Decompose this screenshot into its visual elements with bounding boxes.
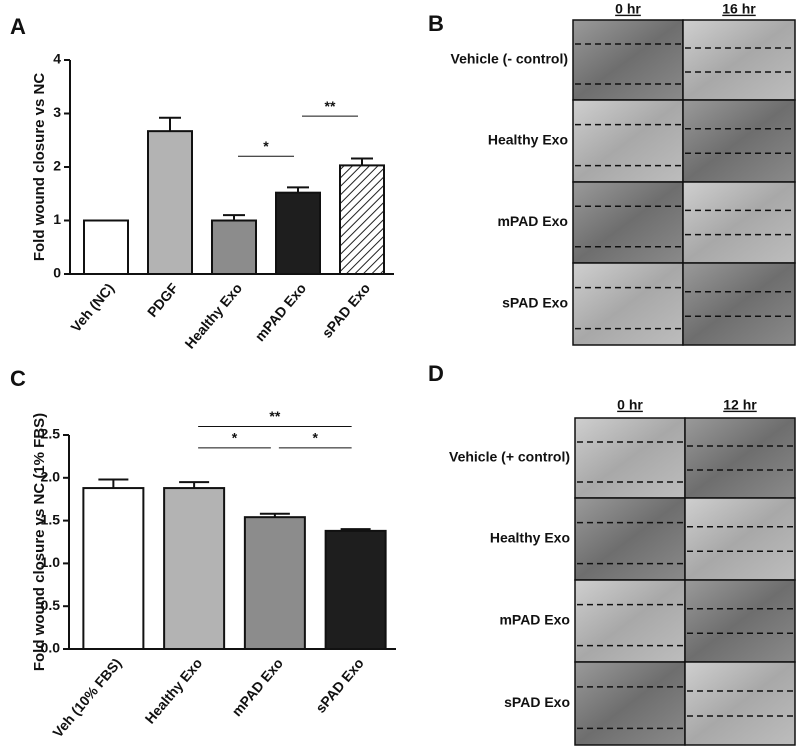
row-label: Healthy Exo [488,132,568,148]
micrograph [572,181,684,264]
bar [324,529,387,651]
micrograph [572,99,684,183]
x-tick-label: Veh (10% FBS) [49,655,124,740]
micrograph [684,417,796,499]
micrograph [572,19,684,101]
x-tick-label: sPAD Exo [319,280,374,341]
y-axis-label: Fold wound closure vs NC [31,73,48,262]
column-header: 12 hr [723,397,757,413]
row-label: sPAD Exo [504,694,570,710]
x-tick-label: Healthy Exo [181,280,245,352]
panel-label: A [10,14,26,39]
y-tick-label: 0 [53,265,61,281]
micrograph [682,181,796,264]
bar [211,219,257,275]
row-label: Healthy Exo [490,530,570,546]
y-tick-label: 2.5 [41,426,61,442]
y-tick-label: 0.5 [41,597,61,613]
x-tick-label: Veh (NC) [67,280,117,335]
significance-label: * [313,430,319,446]
micrograph [684,497,796,581]
x-tick-label: Healthy Exo [141,655,205,727]
column-header: 0 hr [615,1,641,17]
y-tick-label: 1.0 [41,554,61,570]
bar [275,191,321,275]
micrograph [574,661,686,746]
x-tick-label: PDGF [144,280,182,320]
micrograph [684,661,796,746]
column-header: 16 hr [722,1,756,17]
row-label: mPAD Exo [499,612,570,628]
y-axis-label: Fold wound closure vs NC (1% FBS) [31,413,48,671]
significance-label: ** [269,408,280,424]
x-tick-label: mPAD Exo [252,280,310,344]
panel-label: B [428,11,444,36]
x-tick-label: mPAD Exo [228,655,286,719]
panel-label: C [10,366,26,391]
significance-label: * [232,430,238,446]
y-tick-label: 1.5 [41,511,61,527]
micrograph [684,579,796,663]
y-tick-label: 0.0 [41,640,61,656]
significance-label: ** [325,98,336,114]
y-tick-label: 1 [53,211,61,227]
row-label: Vehicle (- control) [451,51,568,67]
row-label: sPAD Exo [502,295,568,311]
bar [339,164,385,276]
y-tick-label: 3 [53,104,61,120]
y-tick-label: 2.0 [41,469,61,485]
bar [163,487,226,650]
bar [82,487,145,650]
x-tick-label: sPAD Exo [312,655,367,716]
micrograph [574,417,686,499]
micrograph [682,99,796,183]
column-header: 0 hr [617,397,643,413]
panel-label: D [428,361,444,386]
micrograph [574,579,686,663]
micrograph [574,497,686,581]
bar [147,130,193,275]
y-tick-label: 2 [53,158,61,174]
bar [243,516,306,651]
micrograph [682,262,796,346]
significance-label: * [263,138,269,154]
row-label: Vehicle (+ control) [449,449,570,465]
bar [83,219,129,275]
micrograph [572,262,684,346]
row-label: mPAD Exo [497,213,568,229]
y-tick-label: 4 [53,51,61,67]
micrograph [682,19,796,101]
